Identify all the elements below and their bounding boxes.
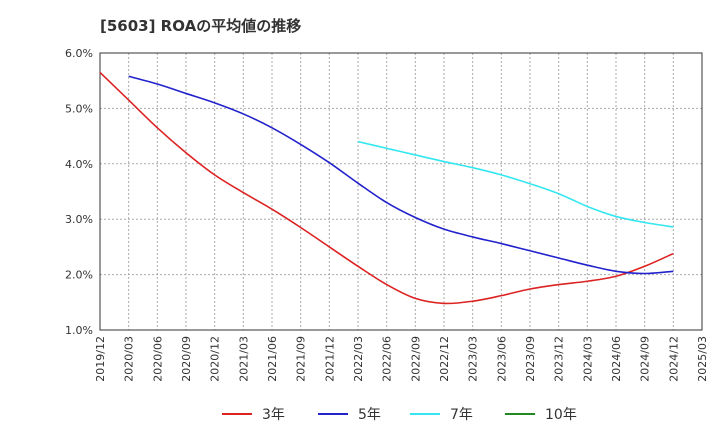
- x-tick-label: 2024/03: [581, 336, 594, 382]
- y-tick-label: 4.0%: [65, 158, 93, 171]
- x-tick-label: 2024/09: [639, 336, 652, 382]
- plot-area: [99, 52, 703, 331]
- legend-label: 7年: [450, 407, 473, 423]
- x-tick-label: 2020/06: [151, 336, 164, 382]
- series-line-5年: [128, 75, 674, 275]
- x-tick-label: 2022/12: [438, 336, 451, 382]
- x-tick-label: 2020/12: [209, 336, 222, 382]
- x-tick-label: 2022/03: [352, 336, 365, 382]
- x-tick-label: 2019/12: [94, 336, 107, 382]
- series-lines: [99, 71, 674, 305]
- legend: 3年 5年 7年 10年: [222, 407, 577, 423]
- x-tick-label: 2022/06: [381, 336, 394, 382]
- series-line-7年: [357, 140, 674, 228]
- y-tick-labels: 1.0% 2.0% 3.0% 4.0% 5.0% 6.0%: [65, 47, 93, 337]
- y-tick-label: 3.0%: [65, 213, 93, 226]
- y-tick-label: 1.0%: [65, 324, 93, 337]
- legend-label: 10年: [545, 407, 577, 423]
- legend-label: 5年: [358, 407, 381, 423]
- x-tick-label: 2023/03: [467, 336, 480, 382]
- x-tick-label: 2022/09: [409, 336, 422, 382]
- y-tick-label: 6.0%: [65, 47, 93, 60]
- y-tick-label: 5.0%: [65, 102, 93, 115]
- x-tick-label: 2023/12: [553, 336, 566, 382]
- y-tick-label: 2.0%: [65, 269, 93, 282]
- chart-title: [5603] ROAの平均値の推移: [100, 17, 301, 35]
- x-tick-label: 2020/09: [180, 336, 193, 382]
- x-tick-label: 2021/06: [266, 336, 279, 382]
- x-tick-labels: 2019/12 2020/03 2020/06 2020/09 2020/12 2021/…: [94, 336, 709, 382]
- x-tick-label: 2024/12: [667, 336, 680, 382]
- x-tick-label: 2023/06: [495, 336, 508, 382]
- x-tick-label: 2024/06: [610, 336, 623, 382]
- x-tick-label: 2021/09: [295, 336, 308, 382]
- x-tick-label: 2021/12: [323, 336, 336, 382]
- x-tick-label: 2023/09: [524, 336, 537, 382]
- x-tick-label: 2025/03: [696, 336, 709, 382]
- x-tick-label: 2021/03: [237, 336, 250, 382]
- series-line-3年: [99, 71, 674, 305]
- legend-label: 3年: [262, 407, 285, 423]
- x-tick-label: 2020/03: [123, 336, 136, 382]
